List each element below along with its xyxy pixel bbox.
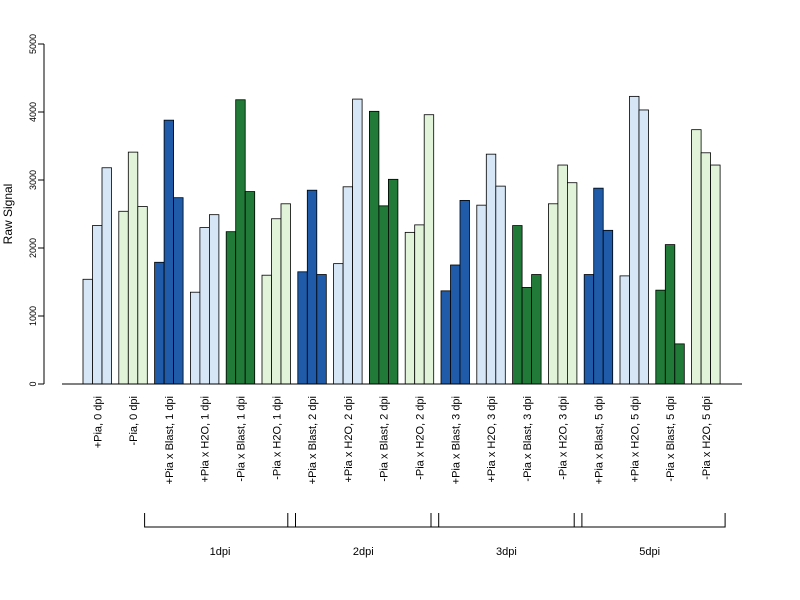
bar xyxy=(531,274,542,385)
x-tick-label: -Pia x H2O, 5 dpi xyxy=(701,396,713,480)
bar xyxy=(280,203,291,385)
bar xyxy=(619,275,630,385)
bar xyxy=(414,224,425,385)
bar xyxy=(137,206,148,385)
bar xyxy=(476,204,487,385)
y-tick-label: 1000 xyxy=(28,306,38,326)
bar xyxy=(225,231,237,385)
y-axis: 0 1000 2000 3000 4000 5000 xyxy=(28,34,45,387)
x-tick-label: +Pia x Blast, 2 dpi xyxy=(307,396,319,484)
y-axis-label: Raw Signal xyxy=(1,184,15,245)
bar xyxy=(495,185,506,385)
bar xyxy=(404,231,416,385)
y-tick-label: 5000 xyxy=(28,34,38,54)
bar xyxy=(450,264,461,385)
x-tick-label: -Pia, 0 dpi xyxy=(128,396,140,446)
y-tick-label: 4000 xyxy=(28,102,38,122)
bracket-label: 5dpi xyxy=(639,546,660,558)
x-tick-label: -Pia x Blast, 5 dpi xyxy=(665,396,677,482)
x-tick-label: -Pia x H2O, 2 dpi xyxy=(414,396,426,480)
bar xyxy=(567,182,578,385)
bar xyxy=(593,187,604,385)
x-tick-label: -Pia x Blast, 2 dpi xyxy=(379,396,391,482)
bar xyxy=(548,203,559,385)
bar xyxy=(189,291,201,385)
x-tick-label: -Pia x Blast, 1 dpi xyxy=(235,396,247,482)
bar xyxy=(271,218,282,385)
y-tick-label: 2000 xyxy=(28,238,38,258)
bar xyxy=(710,164,721,385)
x-tick-label: +Pia x Blast, 5 dpi xyxy=(593,396,605,484)
bar xyxy=(82,278,93,385)
x-tick-label: +Pia x H2O, 5 dpi xyxy=(629,396,641,483)
bracket-label: 3dpi xyxy=(496,546,517,558)
bar xyxy=(700,152,711,385)
y-tick-label: 0 xyxy=(28,381,38,386)
bar xyxy=(244,191,256,385)
bracket xyxy=(573,513,726,528)
bar xyxy=(387,178,399,385)
group-brackets: 1dpi 2dpi 3dpi 5dpi xyxy=(144,513,726,558)
bar xyxy=(163,119,175,385)
bracket xyxy=(144,513,296,528)
bar xyxy=(297,271,308,385)
bar xyxy=(629,95,640,385)
bracket xyxy=(430,513,583,528)
x-tick-label: +Pia x H2O, 2 dpi xyxy=(343,396,355,483)
bar xyxy=(306,189,318,385)
bar xyxy=(316,274,327,385)
bar xyxy=(199,227,210,385)
bar xyxy=(664,244,676,385)
bar xyxy=(352,98,363,385)
bar xyxy=(674,343,685,385)
y-tick-label: 3000 xyxy=(28,170,38,190)
bar xyxy=(602,229,614,385)
x-tick-labels: +Pia, 0 dpi -Pia, 0 dpi +Pia x Blast, 1 dp… xyxy=(92,396,713,484)
bar xyxy=(92,225,103,385)
x-tick-label: +Pia, 0 dpi xyxy=(92,396,104,448)
bar xyxy=(342,186,354,385)
x-tick-label: -Pia x Blast, 3 dpi xyxy=(522,396,534,482)
bar xyxy=(583,274,595,385)
bar xyxy=(691,129,702,385)
bar xyxy=(440,290,451,385)
bars xyxy=(82,95,721,385)
bar xyxy=(423,114,435,385)
x-tick-label: -Pia x H2O, 1 dpi xyxy=(271,396,283,480)
bar xyxy=(557,164,568,385)
bar xyxy=(638,109,649,385)
bracket xyxy=(287,513,440,528)
bar xyxy=(368,110,380,385)
bar xyxy=(118,210,129,385)
bar xyxy=(459,199,470,385)
bar xyxy=(512,225,523,385)
bar xyxy=(378,205,389,385)
bar xyxy=(127,151,139,385)
bar xyxy=(485,153,497,385)
bar xyxy=(521,287,532,385)
bar xyxy=(235,99,246,385)
x-tick-label: +Pia x Blast, 1 dpi xyxy=(164,396,176,484)
bar xyxy=(261,274,272,385)
x-tick-label: -Pia x H2O, 3 dpi xyxy=(558,396,570,480)
x-tick-label: +Pia x H2O, 3 dpi xyxy=(486,396,498,483)
bracket-label: 1dpi xyxy=(210,546,231,558)
bar xyxy=(101,167,112,385)
bar xyxy=(173,197,184,385)
bar xyxy=(655,289,666,385)
bar xyxy=(154,261,165,385)
bracket-label: 2dpi xyxy=(353,546,374,558)
bar xyxy=(208,214,220,385)
x-tick-label: +Pia x H2O, 1 dpi xyxy=(200,396,212,483)
x-tick-label: +Pia x Blast, 3 dpi xyxy=(450,396,462,484)
bar xyxy=(333,263,344,385)
